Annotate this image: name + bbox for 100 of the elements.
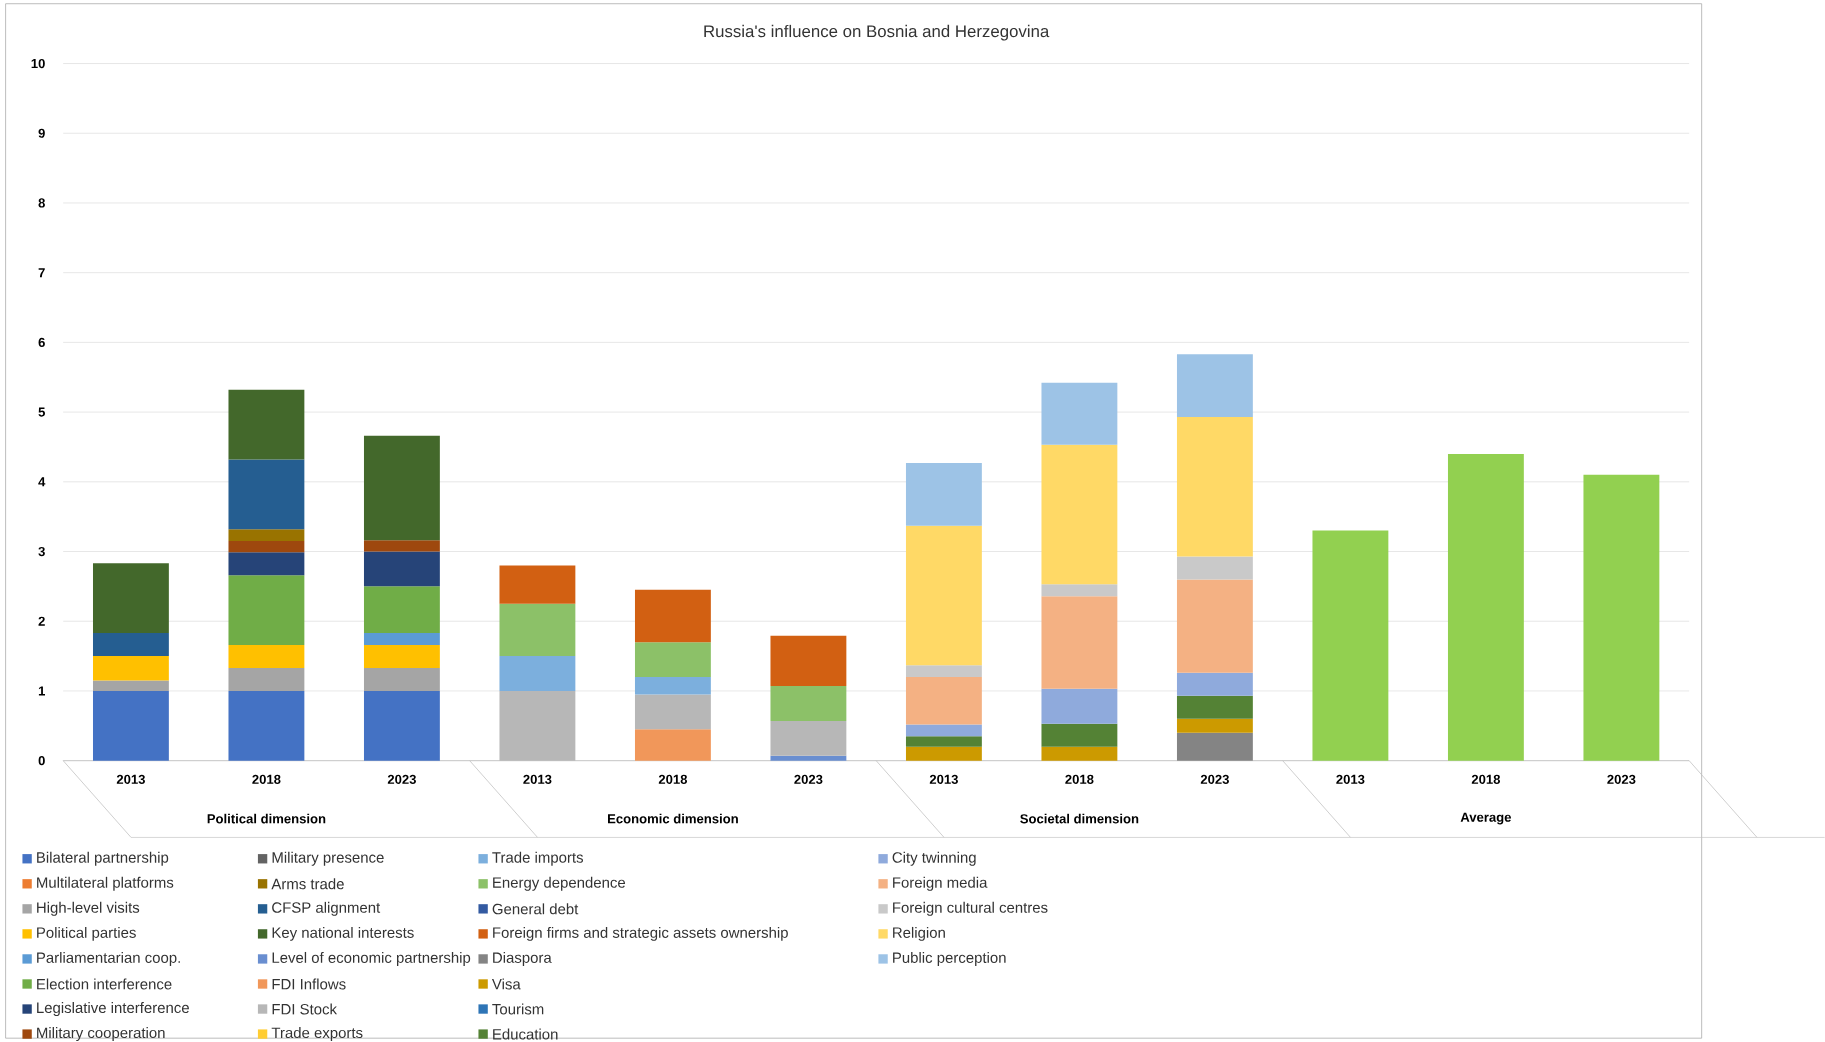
- bar: [92, 563, 169, 634]
- bar: [228, 389, 305, 460]
- bar: [1041, 584, 1118, 597]
- x-tick-label: 2018: [658, 774, 688, 785]
- bar: [228, 541, 305, 553]
- bar: [363, 644, 440, 668]
- legend-label: CFSP alignment: [272, 901, 381, 916]
- bar: [1176, 718, 1253, 733]
- bar: [228, 552, 305, 576]
- legend-label: FDI Inflows: [272, 978, 346, 990]
- bar: [905, 463, 982, 526]
- legend-label: Trade exports: [271, 1027, 363, 1042]
- bar: [634, 729, 711, 761]
- bar: [228, 459, 305, 530]
- x-tick-label: 2023: [1607, 774, 1636, 785]
- bar: [1041, 723, 1118, 747]
- bar: [1176, 672, 1253, 696]
- legend-label: Energy dependence: [493, 876, 626, 891]
- legend-label: Foreign firms and strategic assets ownership: [493, 926, 788, 941]
- y-tick-label: 8: [38, 198, 45, 208]
- bar: [228, 690, 305, 761]
- legend-label: Public perception: [893, 951, 1006, 966]
- text: Average: [1460, 812, 1512, 825]
- legend-label: Foreign media: [893, 876, 988, 891]
- bar: [363, 633, 440, 645]
- legend-label: Military presence: [272, 851, 384, 866]
- bar: [92, 690, 169, 761]
- bar: [1041, 444, 1118, 585]
- legend-label: General debt: [492, 903, 579, 915]
- y-tick-label: 9: [38, 128, 45, 138]
- text: Political dimension: [207, 813, 326, 824]
- bar: [92, 633, 169, 657]
- legend-label: Parliamentarian coop.: [37, 951, 180, 966]
- bar: [634, 589, 711, 643]
- bar: [1041, 382, 1118, 445]
- bar: [634, 694, 711, 730]
- bar: [1176, 556, 1253, 580]
- y-tick-label: 5: [38, 407, 45, 417]
- bar: [1312, 530, 1389, 761]
- text: Economic dimension: [608, 813, 738, 824]
- bar: [363, 667, 440, 691]
- bar: [363, 435, 440, 541]
- legend-label: Political parties: [37, 926, 136, 941]
- y-tick-label: 4: [38, 477, 46, 487]
- x-tick-label: 2023: [794, 774, 823, 785]
- y-tick-label: 10: [31, 58, 45, 69]
- legend-label: Religion: [893, 926, 945, 941]
- legend-label: City twinning: [892, 851, 976, 866]
- x-tick-label: 2018: [1065, 774, 1094, 785]
- y-tick-label: 1: [38, 686, 45, 696]
- legend-label: Multilateral platforms: [37, 876, 174, 891]
- x-tick-label: 2023: [1200, 774, 1229, 785]
- x-tick-label: 2013: [116, 774, 145, 785]
- bar: [363, 551, 440, 587]
- bar: [1041, 688, 1118, 724]
- y-tick-label: 3: [38, 546, 45, 557]
- bar: [363, 586, 440, 634]
- legend-label: Trade imports: [492, 851, 584, 866]
- legend-label: Education: [493, 1028, 558, 1040]
- legend-label: Diaspora: [493, 951, 552, 966]
- bar: [228, 644, 305, 668]
- y-tick-label: 6: [38, 337, 45, 348]
- bar: [1041, 596, 1118, 689]
- legend-label: Foreign cultural centres: [893, 901, 1048, 916]
- legend-label: Tourism: [492, 1003, 544, 1015]
- legend-label: Visa: [491, 978, 521, 990]
- bar: [363, 690, 440, 761]
- x-tick-label: 2013: [929, 774, 958, 785]
- legend-label: Key national interests: [272, 926, 414, 941]
- bar: [228, 529, 305, 542]
- bar: [905, 746, 982, 761]
- bar: [1583, 474, 1660, 761]
- x-tick-label: 2013: [523, 774, 552, 785]
- legend-label: Military cooperation: [37, 1027, 165, 1042]
- bar: [1176, 732, 1253, 761]
- legend-label: FDI Stock: [272, 1003, 338, 1015]
- bar: [1176, 354, 1253, 418]
- bar: [363, 540, 440, 552]
- bar: [770, 720, 847, 756]
- bar: [905, 736, 982, 747]
- bar: [905, 677, 982, 725]
- bar: [1176, 695, 1253, 719]
- legend-label: Bilateral partnership: [37, 851, 169, 866]
- bar: [1041, 746, 1118, 761]
- bar: [1176, 417, 1253, 557]
- x-tick-label: 2018: [252, 774, 281, 785]
- bar: [905, 724, 982, 737]
- bar: [770, 686, 847, 721]
- bar: [770, 755, 847, 761]
- legend-label: High-level visits: [37, 901, 140, 916]
- bar: [228, 575, 305, 645]
- bar: [499, 565, 576, 604]
- bar: [1176, 579, 1253, 673]
- y-tick-label: 2: [38, 616, 45, 626]
- bar: [499, 603, 576, 657]
- bar: [905, 525, 982, 666]
- x-tick-label: 2018: [1471, 774, 1501, 785]
- bar: [92, 656, 169, 681]
- bar: [634, 642, 711, 678]
- text: Societal dimension: [1020, 813, 1139, 824]
